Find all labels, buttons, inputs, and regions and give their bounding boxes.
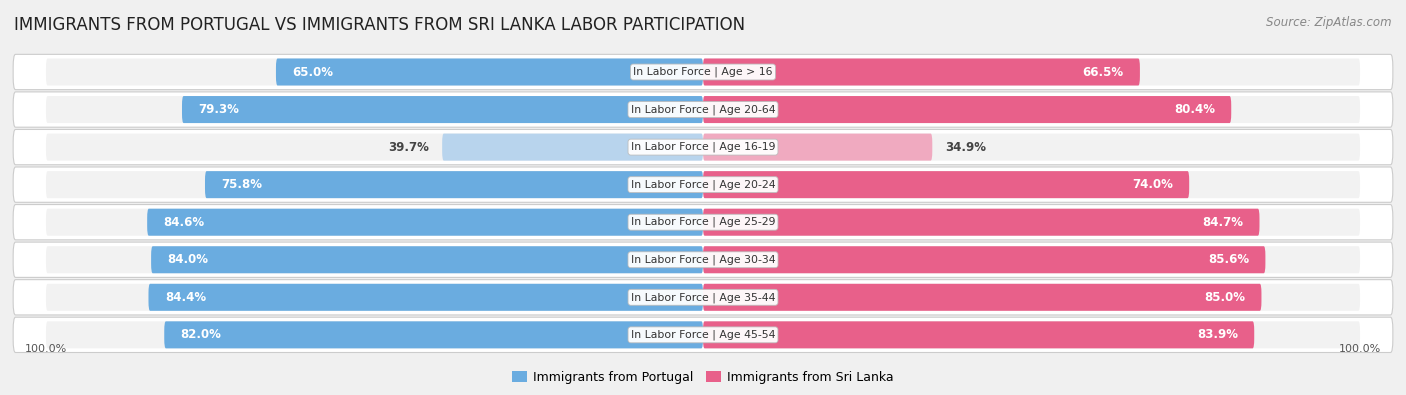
FancyBboxPatch shape bbox=[703, 171, 1189, 198]
FancyBboxPatch shape bbox=[441, 134, 703, 161]
Text: In Labor Force | Age 45-54: In Labor Force | Age 45-54 bbox=[631, 329, 775, 340]
FancyBboxPatch shape bbox=[703, 134, 1360, 161]
FancyBboxPatch shape bbox=[703, 58, 1140, 86]
Text: 84.0%: 84.0% bbox=[167, 253, 208, 266]
Text: 80.4%: 80.4% bbox=[1174, 103, 1215, 116]
FancyBboxPatch shape bbox=[13, 92, 1393, 127]
Legend: Immigrants from Portugal, Immigrants from Sri Lanka: Immigrants from Portugal, Immigrants fro… bbox=[508, 366, 898, 389]
FancyBboxPatch shape bbox=[46, 96, 703, 123]
Text: In Labor Force | Age 35-44: In Labor Force | Age 35-44 bbox=[631, 292, 775, 303]
Text: In Labor Force | Age > 16: In Labor Force | Age > 16 bbox=[633, 67, 773, 77]
FancyBboxPatch shape bbox=[46, 284, 703, 311]
FancyBboxPatch shape bbox=[13, 317, 1393, 352]
Text: 66.5%: 66.5% bbox=[1083, 66, 1123, 79]
FancyBboxPatch shape bbox=[703, 96, 1360, 123]
Text: 65.0%: 65.0% bbox=[292, 66, 333, 79]
FancyBboxPatch shape bbox=[46, 171, 703, 198]
FancyBboxPatch shape bbox=[181, 96, 703, 123]
Text: 75.8%: 75.8% bbox=[221, 178, 263, 191]
FancyBboxPatch shape bbox=[13, 280, 1393, 315]
FancyBboxPatch shape bbox=[13, 242, 1393, 277]
FancyBboxPatch shape bbox=[703, 246, 1265, 273]
FancyBboxPatch shape bbox=[703, 284, 1261, 311]
FancyBboxPatch shape bbox=[703, 321, 1254, 348]
Text: 74.0%: 74.0% bbox=[1132, 178, 1173, 191]
FancyBboxPatch shape bbox=[703, 171, 1360, 198]
FancyBboxPatch shape bbox=[165, 321, 703, 348]
FancyBboxPatch shape bbox=[46, 321, 703, 348]
Text: IMMIGRANTS FROM PORTUGAL VS IMMIGRANTS FROM SRI LANKA LABOR PARTICIPATION: IMMIGRANTS FROM PORTUGAL VS IMMIGRANTS F… bbox=[14, 16, 745, 34]
FancyBboxPatch shape bbox=[46, 246, 703, 273]
Text: In Labor Force | Age 20-24: In Labor Force | Age 20-24 bbox=[631, 179, 775, 190]
FancyBboxPatch shape bbox=[205, 171, 703, 198]
Text: 100.0%: 100.0% bbox=[1339, 344, 1381, 354]
FancyBboxPatch shape bbox=[276, 58, 703, 86]
Text: 34.9%: 34.9% bbox=[945, 141, 987, 154]
FancyBboxPatch shape bbox=[703, 246, 1360, 273]
Text: 79.3%: 79.3% bbox=[198, 103, 239, 116]
FancyBboxPatch shape bbox=[13, 55, 1393, 90]
FancyBboxPatch shape bbox=[13, 205, 1393, 240]
Text: 84.6%: 84.6% bbox=[163, 216, 205, 229]
Text: In Labor Force | Age 20-64: In Labor Force | Age 20-64 bbox=[631, 104, 775, 115]
FancyBboxPatch shape bbox=[13, 130, 1393, 165]
FancyBboxPatch shape bbox=[703, 96, 1232, 123]
Text: In Labor Force | Age 25-29: In Labor Force | Age 25-29 bbox=[631, 217, 775, 228]
Text: 84.4%: 84.4% bbox=[165, 291, 207, 304]
Text: 82.0%: 82.0% bbox=[181, 328, 222, 341]
FancyBboxPatch shape bbox=[13, 167, 1393, 202]
Text: 39.7%: 39.7% bbox=[388, 141, 429, 154]
FancyBboxPatch shape bbox=[46, 58, 703, 86]
Text: 85.6%: 85.6% bbox=[1208, 253, 1249, 266]
FancyBboxPatch shape bbox=[149, 284, 703, 311]
FancyBboxPatch shape bbox=[150, 246, 703, 273]
FancyBboxPatch shape bbox=[148, 209, 703, 236]
Text: In Labor Force | Age 30-34: In Labor Force | Age 30-34 bbox=[631, 254, 775, 265]
FancyBboxPatch shape bbox=[703, 58, 1360, 86]
Text: 84.7%: 84.7% bbox=[1202, 216, 1243, 229]
FancyBboxPatch shape bbox=[703, 321, 1360, 348]
Text: 85.0%: 85.0% bbox=[1204, 291, 1246, 304]
FancyBboxPatch shape bbox=[46, 134, 703, 161]
Text: In Labor Force | Age 16-19: In Labor Force | Age 16-19 bbox=[631, 142, 775, 152]
FancyBboxPatch shape bbox=[703, 134, 932, 161]
Text: Source: ZipAtlas.com: Source: ZipAtlas.com bbox=[1267, 16, 1392, 29]
Text: 100.0%: 100.0% bbox=[25, 344, 67, 354]
FancyBboxPatch shape bbox=[46, 209, 703, 236]
Text: 83.9%: 83.9% bbox=[1197, 328, 1237, 341]
FancyBboxPatch shape bbox=[703, 209, 1260, 236]
FancyBboxPatch shape bbox=[703, 284, 1360, 311]
FancyBboxPatch shape bbox=[703, 209, 1360, 236]
